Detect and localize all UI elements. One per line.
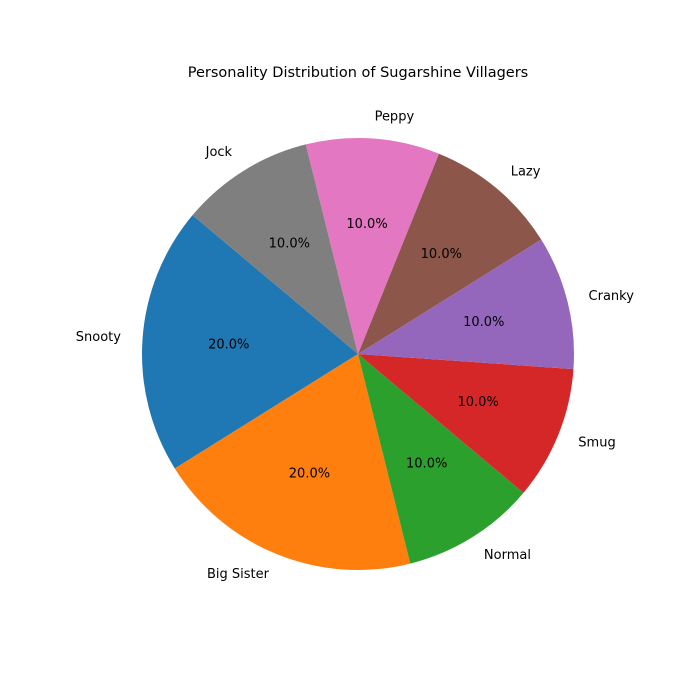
pie-slice-cranky [358,239,574,370]
chart-title: Personality Distribution of Sugarshine V… [188,65,528,81]
percent-label-big-sister: 20.0% [289,467,330,482]
slice-label-jock: Jock [205,145,233,160]
pie-slice-peppy [305,138,439,354]
pie-slices [141,138,574,570]
pie-slice-big-sister [174,354,411,570]
percent-labels: 20.0% 20.0% 10.0% 10.0% 10.0% 10.0% 10.0% 10.0% [208,217,504,481]
percent-label-lazy: 10.0% [421,247,462,262]
percent-label-smug: 10.0% [458,395,499,410]
slice-label-big-sister: Big Sister [207,567,270,582]
pie-slice-jock [192,144,358,354]
percent-label-normal: 10.0% [406,456,447,471]
slice-label-normal: Normal [484,548,531,563]
slice-label-snooty: Snooty [76,330,121,345]
slice-label-smug: Smug [578,436,615,451]
pie-slice-lazy [358,153,542,354]
percent-label-cranky: 10.0% [463,315,504,330]
pie-slice-smug [358,354,574,493]
pie-slice-normal [358,354,524,564]
percent-label-snooty: 20.0% [208,337,249,352]
percent-label-peppy: 10.0% [346,217,387,232]
percent-label-jock: 10.0% [269,237,310,252]
pie-slice-snooty [141,215,358,469]
slice-label-cranky: Cranky [589,289,635,304]
slice-label-peppy: Peppy [375,109,415,124]
slice-label-lazy: Lazy [511,164,541,179]
slice-labels: Snooty Big Sister Normal Smug Cranky Lazy Pepp… [76,109,634,581]
